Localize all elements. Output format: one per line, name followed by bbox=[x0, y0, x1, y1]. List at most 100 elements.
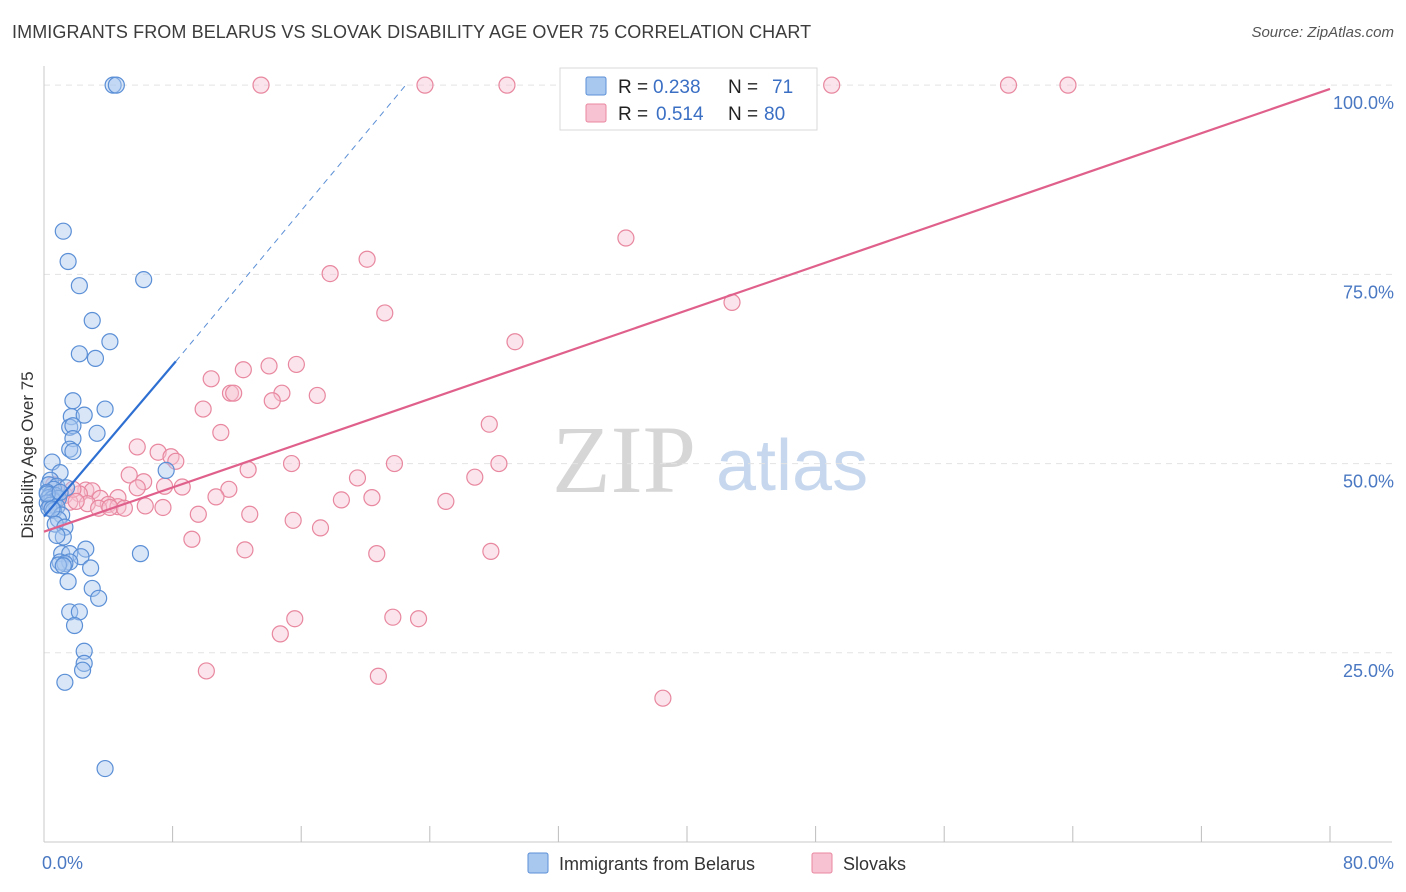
belarus-point bbox=[131, 545, 150, 563]
belarus-point bbox=[49, 556, 68, 574]
belarus-n-label: N = bbox=[728, 77, 758, 98]
belarus-point bbox=[101, 333, 119, 351]
slovak-point bbox=[480, 415, 498, 433]
zipatlas-watermark: ZIP atlas bbox=[552, 406, 868, 513]
belarus-point bbox=[38, 485, 56, 503]
slovak-point bbox=[234, 361, 252, 379]
slovak-point bbox=[212, 423, 230, 442]
belarus-point bbox=[64, 442, 82, 461]
belarus-r-label: R = bbox=[618, 77, 648, 98]
belarus-point bbox=[75, 406, 93, 424]
slovak-point bbox=[225, 384, 243, 402]
slovak-n-value: 80 bbox=[764, 104, 785, 125]
belarus-point bbox=[73, 661, 92, 679]
y-tick-label: 50.0% bbox=[1343, 472, 1394, 492]
belarus-trend-line bbox=[43, 360, 177, 518]
chart-title: IMMIGRANTS FROM BELARUS VS SLOVAK DISABI… bbox=[12, 22, 812, 42]
slovak-point bbox=[490, 454, 508, 473]
slovak-point bbox=[482, 542, 500, 560]
belarus-point bbox=[51, 483, 69, 501]
belarus-point bbox=[70, 345, 88, 363]
slovak-point bbox=[135, 473, 153, 491]
slovak-point bbox=[409, 610, 428, 628]
belarus-point bbox=[107, 76, 125, 94]
slovak-point bbox=[282, 454, 301, 473]
slovak-point bbox=[332, 491, 350, 509]
belarus-point bbox=[82, 559, 100, 577]
y-axis-label: Disability Age Over 75 bbox=[18, 371, 37, 538]
belarus-point bbox=[75, 642, 93, 660]
slovak-point bbox=[241, 505, 259, 523]
slovak-point bbox=[149, 443, 167, 461]
slovak-point bbox=[154, 498, 172, 517]
slovak-point bbox=[506, 333, 524, 351]
slovak-trend-line bbox=[43, 87, 1331, 533]
axes bbox=[43, 66, 1392, 843]
slovak-point bbox=[202, 370, 220, 388]
belarus-point bbox=[54, 557, 72, 575]
belarus-point bbox=[83, 579, 101, 598]
slovak-n-label: N = bbox=[728, 104, 758, 125]
belarus-point bbox=[59, 573, 77, 591]
y-tick-label: 75.0% bbox=[1343, 282, 1394, 302]
trend-lines bbox=[43, 84, 1331, 533]
belarus-series-label: Immigrants from Belarus bbox=[559, 854, 755, 874]
belarus-points bbox=[38, 76, 175, 778]
y-tick-label: 25.0% bbox=[1343, 661, 1394, 681]
slovak-point bbox=[263, 392, 281, 410]
slovak-point bbox=[128, 438, 146, 456]
belarus-point bbox=[64, 392, 82, 410]
slovak-point bbox=[385, 454, 404, 473]
slovak-point bbox=[120, 466, 138, 484]
belarus-point bbox=[96, 400, 114, 418]
watermark-atlas-text: atlas bbox=[716, 426, 868, 506]
slovak-point bbox=[197, 662, 215, 680]
slovak-point bbox=[284, 511, 302, 529]
slovak-point bbox=[189, 505, 207, 523]
belarus-point bbox=[75, 654, 93, 672]
slovak-point bbox=[287, 355, 305, 374]
slovak-point bbox=[115, 499, 133, 517]
belarus-point bbox=[83, 311, 101, 330]
slovak-point bbox=[321, 264, 339, 283]
slovak-point bbox=[498, 76, 516, 94]
belarus-legend-swatch bbox=[585, 76, 607, 96]
belarus-r-value: 0.238 bbox=[653, 77, 701, 98]
belarus-trend-extension bbox=[175, 84, 407, 362]
belarus-point bbox=[72, 548, 90, 566]
slovak-point bbox=[368, 545, 386, 563]
slovak-point bbox=[466, 468, 484, 486]
belarus-point bbox=[59, 252, 77, 271]
belarus-point bbox=[157, 461, 175, 479]
slovak-point bbox=[654, 689, 672, 707]
belarus-point bbox=[86, 349, 105, 367]
belarus-series-swatch bbox=[527, 852, 549, 874]
belarus-point bbox=[64, 417, 82, 435]
slovak-point bbox=[617, 229, 635, 247]
slovak-point bbox=[437, 492, 455, 511]
slovak-point bbox=[286, 610, 304, 628]
slovak-point bbox=[1059, 76, 1077, 94]
slovak-point bbox=[348, 469, 367, 487]
belarus-point bbox=[64, 429, 82, 448]
slovak-point bbox=[252, 76, 270, 94]
source-attribution: Source: ZipAtlas.com bbox=[1251, 24, 1394, 41]
slovak-point bbox=[823, 76, 841, 94]
slovak-point bbox=[363, 489, 381, 507]
slovak-point bbox=[369, 667, 387, 685]
belarus-point bbox=[54, 222, 72, 240]
belarus-point bbox=[56, 673, 74, 691]
stats-legend: R = 0.238 N = 71 R = 0.514 N = 80 bbox=[559, 67, 818, 131]
slovak-series-swatch bbox=[811, 852, 833, 874]
slovak-point bbox=[260, 357, 278, 375]
slovak-point bbox=[384, 608, 402, 626]
belarus-point bbox=[90, 589, 108, 607]
belarus-n-value: 71 bbox=[772, 77, 793, 98]
series-legend: Immigrants from Belarus Slovaks bbox=[527, 852, 906, 874]
slovak-r-value: 0.514 bbox=[656, 104, 704, 125]
slovak-point bbox=[194, 400, 212, 418]
slovak-point bbox=[136, 497, 154, 515]
slovak-point bbox=[220, 480, 238, 498]
slovak-point bbox=[358, 250, 376, 268]
slovak-r-label: R = bbox=[618, 104, 648, 125]
